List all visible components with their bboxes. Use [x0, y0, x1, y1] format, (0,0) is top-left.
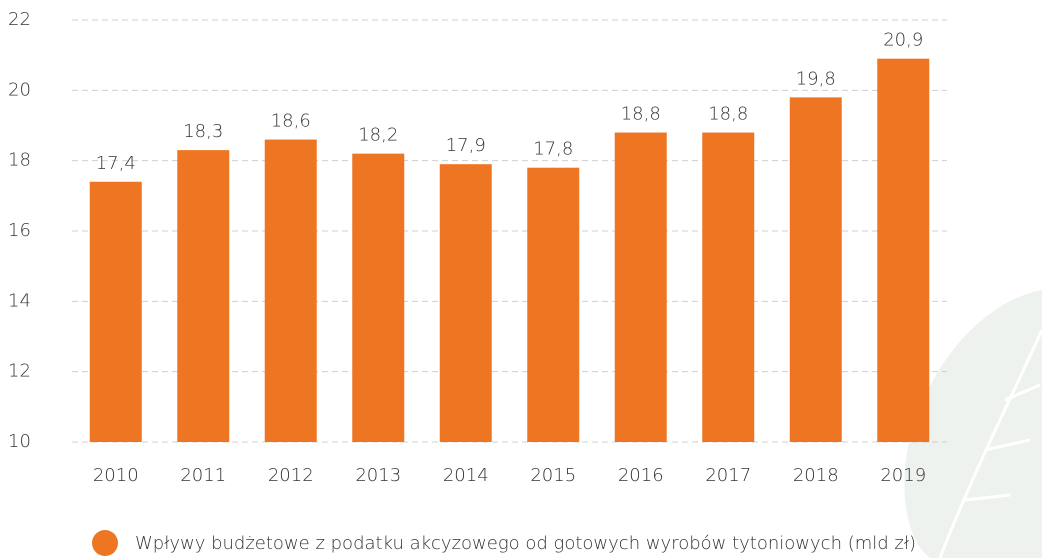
x-tick-label: 2011: [180, 465, 226, 486]
x-tick-label: 2016: [618, 465, 664, 486]
value-label: 18,2: [358, 125, 398, 146]
x-tick-label: 2018: [793, 465, 839, 486]
y-tick-label: 22: [8, 9, 31, 30]
value-label: 17,4: [96, 153, 136, 174]
value-label: 18,3: [183, 121, 223, 142]
bar: [440, 164, 492, 442]
value-label: 18,6: [271, 111, 311, 132]
x-tick-label: 2017: [705, 465, 751, 486]
x-tick-label: 2019: [880, 465, 926, 486]
y-tick-label: 18: [8, 150, 31, 171]
bar: [877, 59, 929, 442]
bar: [90, 182, 142, 442]
value-label: 19,8: [796, 68, 836, 89]
y-tick-label: 16: [8, 220, 31, 241]
bar: [352, 154, 404, 442]
x-tick-label: 2015: [530, 465, 576, 486]
bar: [177, 150, 229, 442]
value-label: 17,8: [533, 139, 573, 160]
x-tick-label: 2010: [93, 465, 139, 486]
y-tick-label: 12: [8, 361, 31, 382]
y-tick-label: 10: [8, 431, 31, 452]
value-label: 20,9: [883, 30, 923, 51]
bar: [265, 140, 317, 442]
x-tick-label: 2014: [443, 465, 489, 486]
y-tick-label: 14: [8, 290, 31, 311]
value-label: 17,9: [446, 135, 486, 156]
legend-label: Wpływy budżetowe z podatku akcyzowego od…: [135, 533, 916, 554]
value-label: 18,8: [708, 104, 748, 125]
chart: 10 12 14 16 18 20 22 2010 2011 2012 2013 2014 2015 20…: [0, 0, 1042, 558]
y-tick-label: 20: [8, 79, 31, 100]
bar: [527, 168, 579, 442]
value-label: 18,8: [621, 104, 661, 125]
bar: [615, 133, 667, 442]
legend-marker: [92, 530, 118, 556]
bar: [790, 97, 842, 442]
x-tick-label: 2013: [355, 465, 401, 486]
bar: [702, 133, 754, 442]
x-tick-label: 2012: [268, 465, 314, 486]
